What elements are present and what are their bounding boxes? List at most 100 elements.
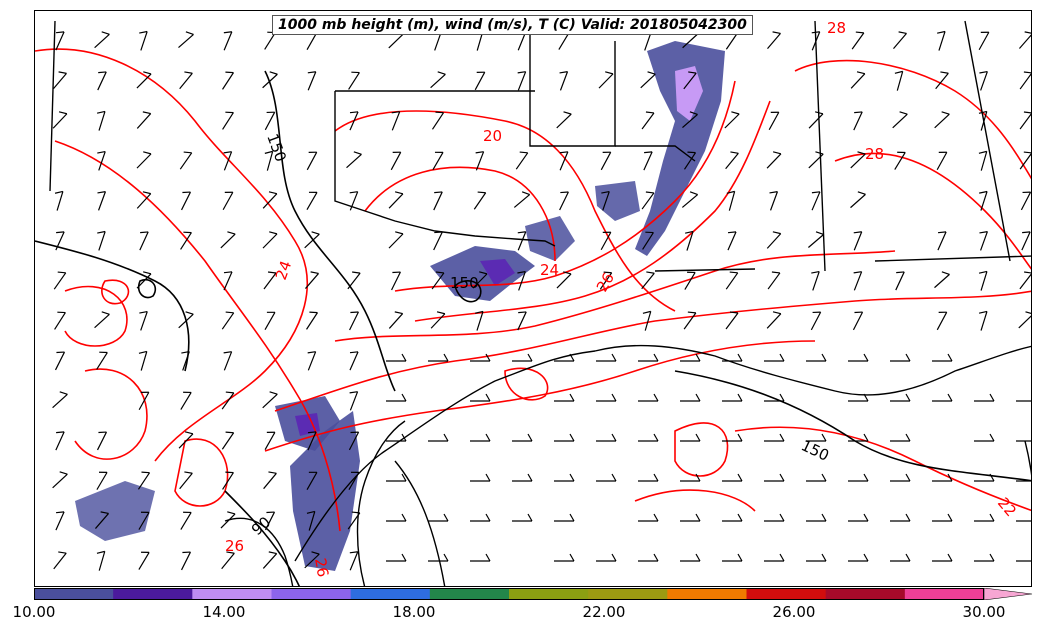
wind-barb — [138, 350, 148, 371]
wind-barb — [53, 71, 67, 89]
wind-barb — [180, 231, 192, 250]
wind-barb — [1019, 271, 1031, 290]
wind-barb — [596, 433, 617, 442]
wind-barb — [642, 231, 654, 250]
wind-barb — [386, 513, 407, 522]
wind-barb — [853, 271, 863, 291]
wind-barb — [641, 271, 655, 290]
wind-barb — [386, 393, 407, 402]
wind-barb — [935, 71, 949, 90]
precip-band-coast — [290, 411, 360, 571]
wind-barb — [764, 553, 785, 562]
wind-barb — [725, 271, 739, 290]
colorbar-border — [34, 588, 984, 600]
wind-barb — [1020, 191, 1031, 211]
wind-barb — [848, 393, 869, 402]
wind-barb — [470, 473, 491, 482]
wind-barb — [391, 271, 401, 291]
wind-barb — [263, 271, 277, 290]
colorbar-cell — [350, 588, 431, 600]
wind-barb — [764, 353, 785, 362]
wind-barb — [811, 191, 821, 211]
wind-barb — [223, 151, 233, 171]
wind-barb — [978, 270, 988, 291]
wind-barb — [638, 473, 659, 482]
wind-barb — [596, 353, 617, 362]
wind-barb — [262, 551, 278, 569]
wind-barb — [136, 271, 152, 289]
map-canvas: 150 150 150 90 20 24 24 28 28 22 26 26 2… — [35, 19, 1031, 586]
wind-barb — [808, 151, 824, 169]
wind-barb — [136, 151, 152, 169]
wind-barb — [306, 151, 318, 171]
wind-barb — [1016, 560, 1031, 562]
wind-barb — [264, 431, 276, 451]
wind-barb — [554, 433, 575, 442]
wind-barb — [852, 311, 864, 331]
wind-barb — [559, 151, 569, 171]
wind-barb — [554, 353, 575, 362]
wind-barb — [136, 71, 152, 89]
wind-barb — [722, 393, 743, 402]
wind-barb — [428, 513, 449, 522]
wind-barb — [388, 231, 404, 249]
wind-barb — [601, 190, 610, 211]
height-label-4: 90 — [248, 513, 274, 539]
wind-barb — [850, 71, 866, 89]
wind-barb — [932, 513, 953, 522]
wind-barb — [638, 513, 659, 522]
wind-barb — [475, 310, 484, 331]
colorbar-tick-label: 14.00 — [202, 603, 246, 621]
wind-barb — [596, 393, 617, 402]
wind-barb — [513, 191, 531, 208]
wind-barb — [937, 30, 946, 51]
height-label-3: 150 — [798, 436, 832, 464]
wind-barb — [932, 553, 953, 562]
wind-barb — [54, 351, 66, 371]
map-title: 1000 mb height (m), wind (m/s), T (C) Va… — [272, 15, 753, 35]
wind-barb — [769, 191, 779, 211]
colorbar-cell — [34, 588, 114, 600]
wind-barb — [181, 350, 190, 371]
wind-barb — [680, 353, 701, 362]
wind-barb — [684, 271, 696, 290]
wind-barb — [932, 473, 953, 482]
wind-barb — [683, 311, 697, 330]
wind-barb — [722, 553, 743, 562]
precip-band-mid — [430, 246, 535, 301]
wind-barb — [596, 553, 617, 562]
colorbar-cell — [113, 588, 193, 600]
wind-barb — [386, 353, 407, 362]
wind-barb — [220, 511, 236, 529]
wind-barb — [349, 191, 359, 211]
wind-barb — [892, 111, 908, 129]
wind-barb — [932, 353, 953, 362]
wind-barb — [391, 111, 401, 131]
wind-barb — [641, 191, 655, 210]
wind-barb — [810, 311, 822, 331]
wind-barb — [179, 71, 193, 90]
coastline-texas — [356, 420, 406, 586]
wind-barb — [179, 471, 193, 490]
wind-barb — [680, 473, 701, 482]
wind-barb — [512, 433, 533, 442]
wind-barb — [512, 513, 533, 522]
wind-barb — [386, 553, 407, 562]
wind-barb — [386, 433, 407, 442]
wind-barb — [428, 553, 449, 562]
wind-barb — [388, 191, 404, 209]
wind-barb — [974, 433, 995, 442]
wind-barb — [808, 231, 824, 248]
wind-barb — [94, 31, 110, 49]
wind-barb — [475, 151, 485, 171]
colorbar-cell — [271, 588, 352, 600]
wind-barb — [178, 31, 194, 49]
wind-barb — [1016, 480, 1031, 482]
map-panel: 150 150 150 90 20 24 24 28 28 22 26 26 2… — [34, 10, 1032, 587]
wind-barb — [764, 513, 785, 522]
wind-barb — [517, 311, 527, 331]
wind-barb — [890, 473, 911, 482]
wind-barb — [638, 433, 659, 442]
contour-labels: 150 150 150 90 20 24 24 28 28 22 26 26 2… — [225, 19, 1020, 578]
wind-barb — [348, 431, 360, 451]
